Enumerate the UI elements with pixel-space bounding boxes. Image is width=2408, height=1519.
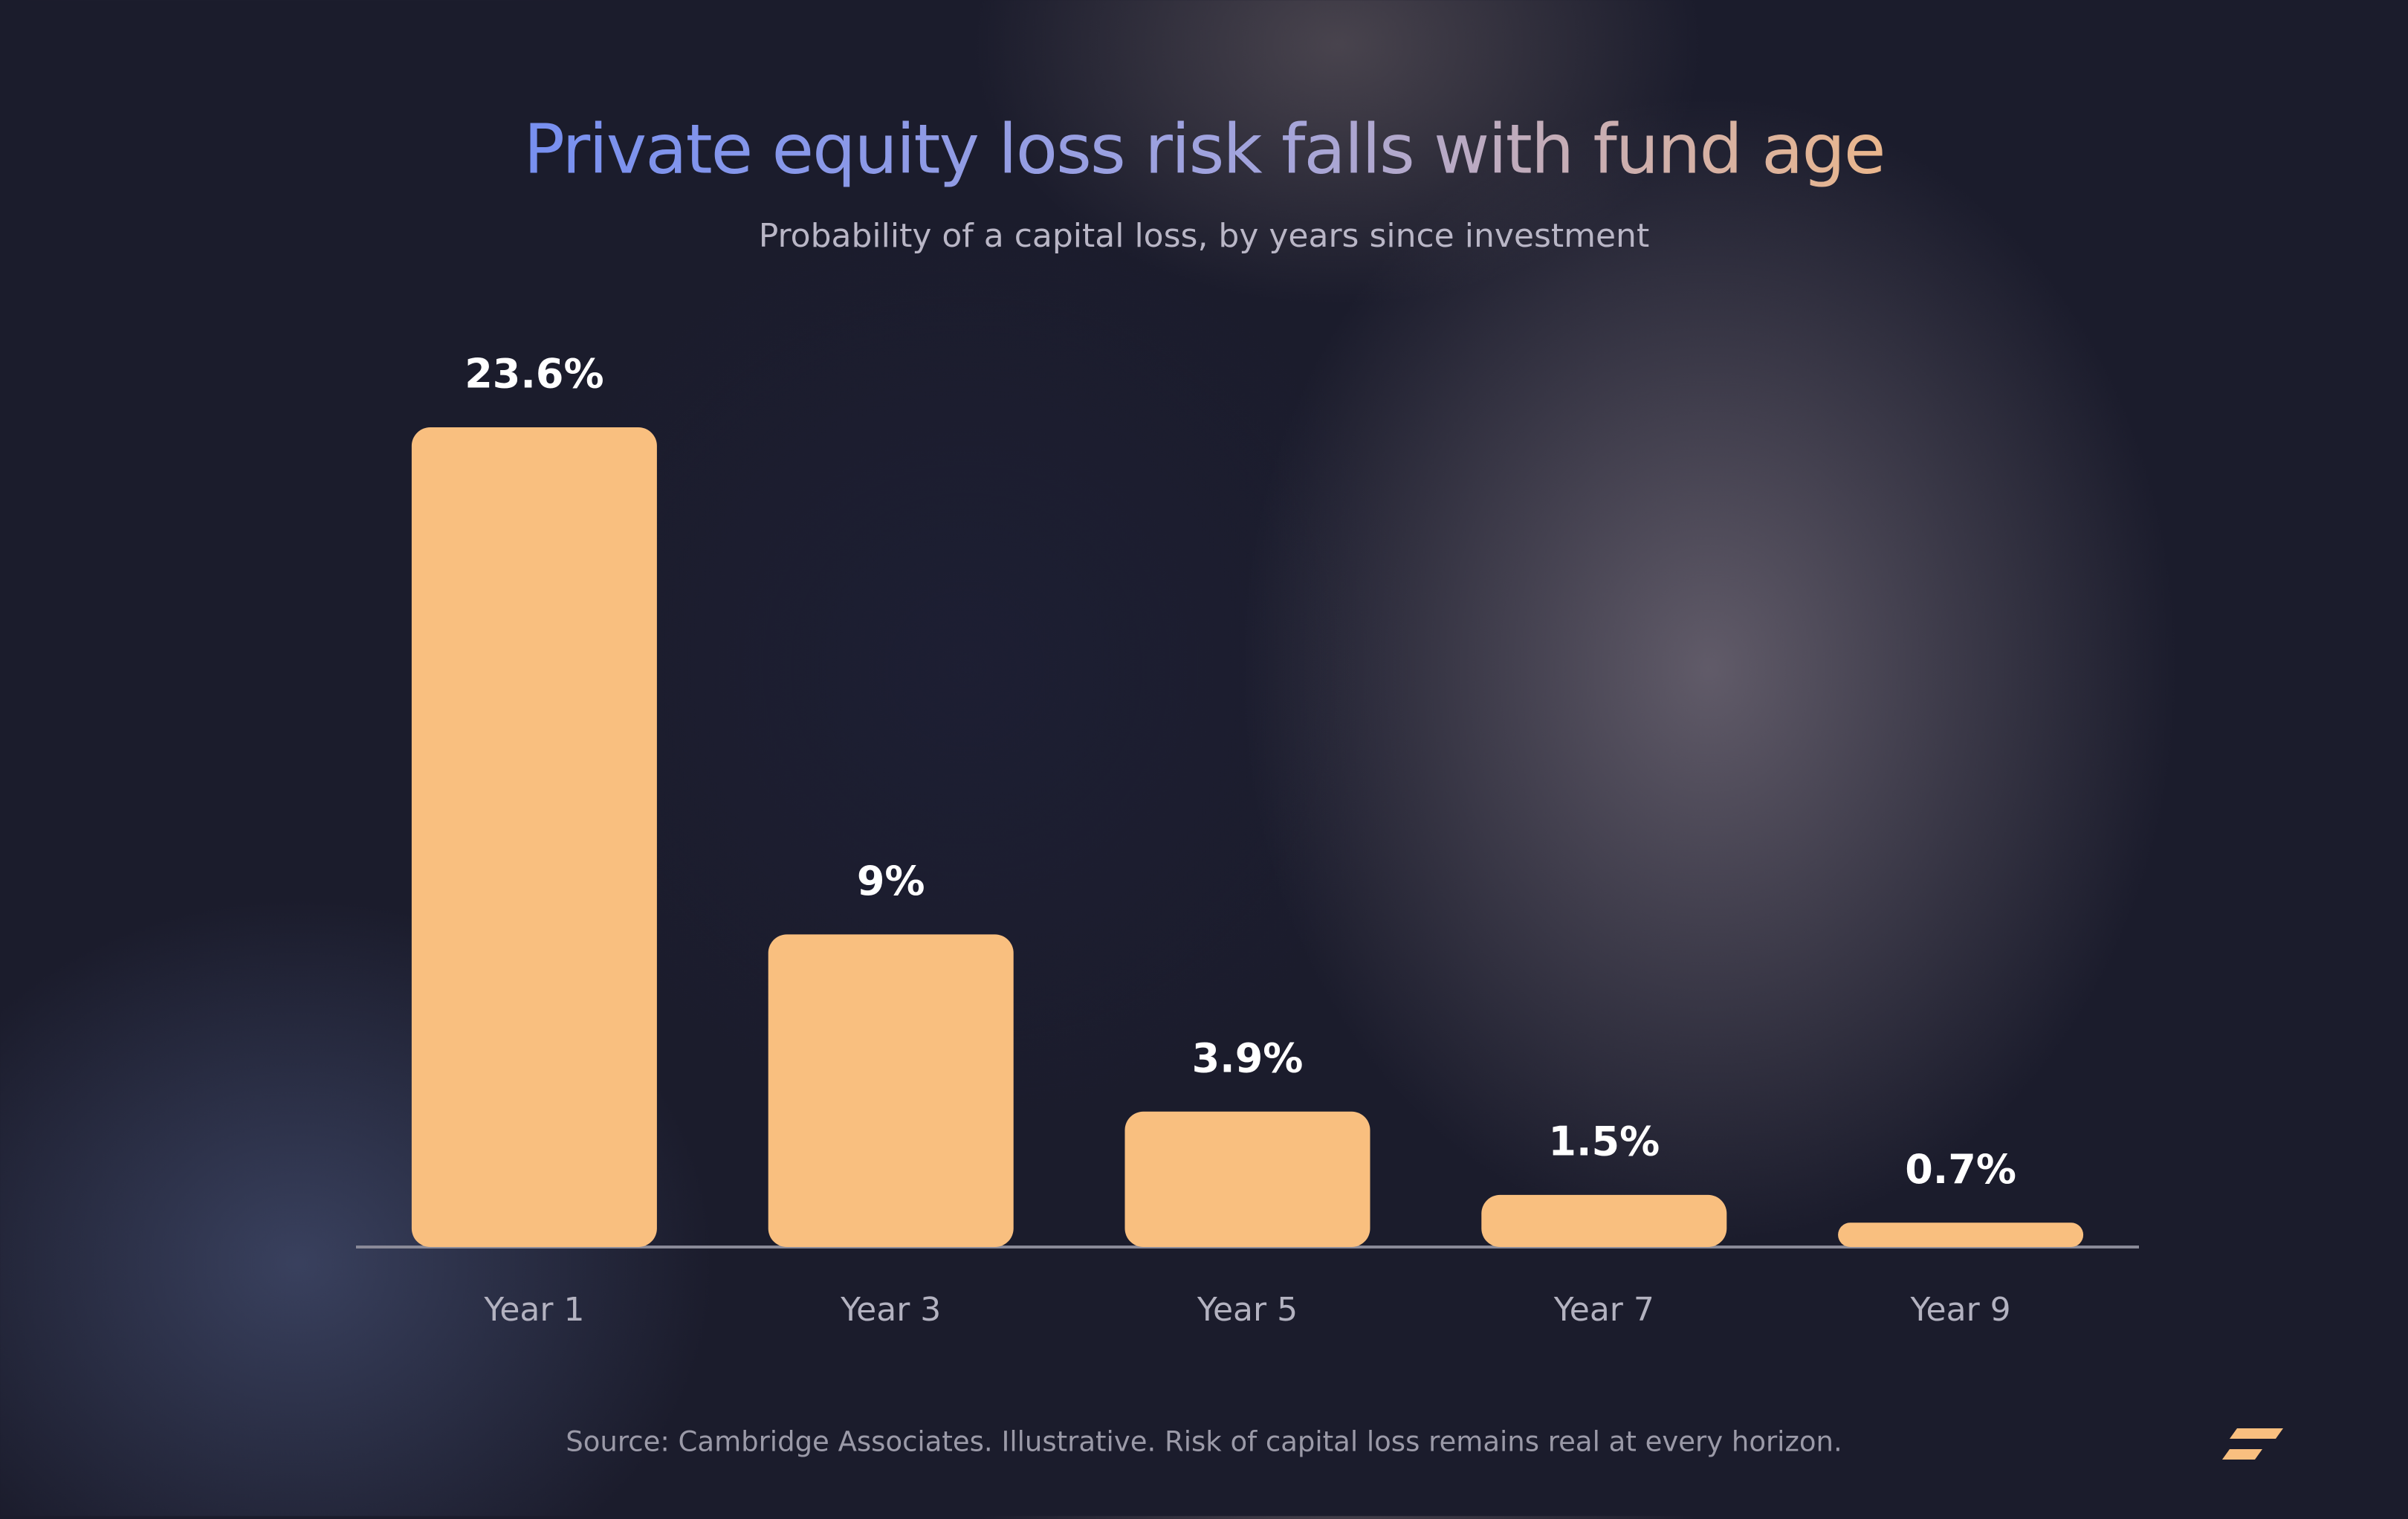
x-tick-label: Year 5 <box>1197 1291 1298 1329</box>
x-tick-label: Year 9 <box>1910 1291 2011 1329</box>
x-tick-label: Year 1 <box>483 1291 584 1329</box>
bar <box>1838 1222 2084 1247</box>
bar <box>1124 1111 1370 1247</box>
x-tick-label: Year 3 <box>840 1291 941 1329</box>
bar <box>411 427 657 1247</box>
bar <box>768 934 1014 1247</box>
x-tick-label: Year 7 <box>1553 1291 1654 1329</box>
logo <box>2222 1428 2283 1460</box>
value-label: 9% <box>857 858 925 904</box>
chart-subtitle: Probability of a capital loss, by years … <box>759 217 1649 255</box>
source-note: Source: Cambridge Associates. Illustrati… <box>566 1426 1842 1458</box>
value-label: 1.5% <box>1548 1118 1660 1165</box>
value-label: 23.6% <box>465 351 603 398</box>
value-label: 3.9% <box>1192 1034 1304 1081</box>
value-label: 0.7% <box>1905 1146 2016 1193</box>
chart-title: Private equity loss risk falls with fund… <box>524 109 1885 189</box>
bar <box>1481 1194 1727 1247</box>
